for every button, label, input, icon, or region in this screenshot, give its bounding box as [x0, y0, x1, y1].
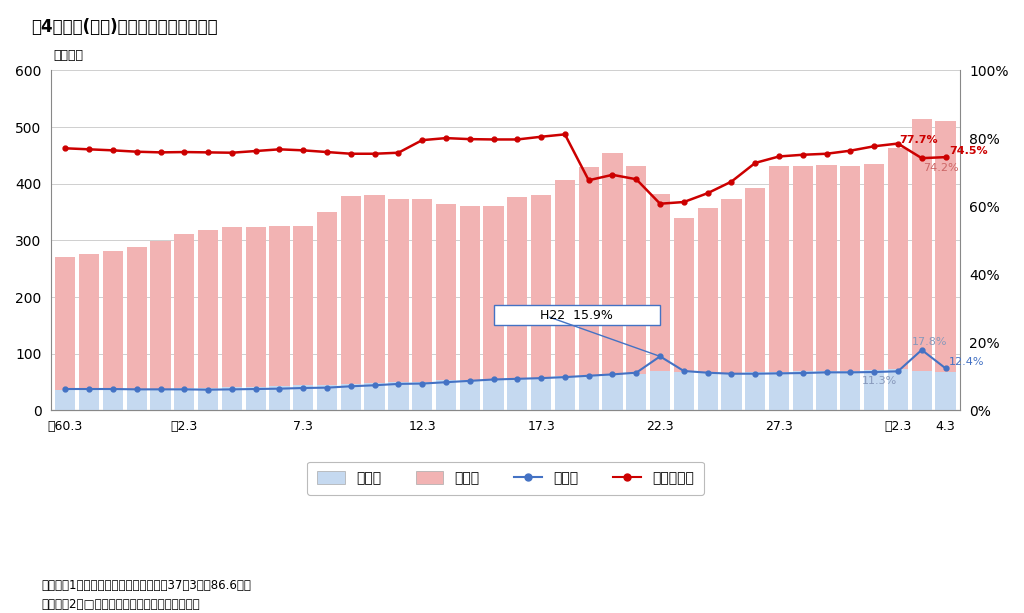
Bar — [888, 148, 908, 411]
Bar — [793, 166, 813, 411]
Bar — [127, 389, 146, 411]
Bar — [507, 197, 527, 411]
Bar — [745, 188, 765, 411]
Bar — [388, 199, 409, 411]
Bar — [555, 180, 575, 411]
Bar — [436, 381, 456, 411]
Bar — [174, 388, 195, 411]
Bar — [721, 199, 741, 411]
Bar — [841, 166, 860, 411]
Bar — [55, 390, 76, 411]
Bar — [935, 121, 955, 411]
Bar — [293, 386, 313, 411]
Text: 74.2%: 74.2% — [923, 163, 958, 173]
Bar — [341, 196, 360, 411]
Bar — [55, 257, 76, 411]
Bar — [174, 234, 195, 411]
Bar — [769, 372, 790, 411]
Text: 11.3%: 11.3% — [862, 376, 897, 386]
Bar — [222, 227, 242, 411]
Bar — [460, 380, 480, 411]
Bar — [674, 218, 694, 411]
Bar — [246, 387, 266, 411]
Bar — [127, 246, 146, 411]
Bar — [841, 371, 860, 411]
Text: （注）　1　就職者割合の最高値は，映37年3月の86.6％。: （注） 1 就職者割合の最高値は，映37年3月の86.6％。 — [41, 579, 251, 592]
Bar — [483, 206, 504, 411]
Text: （千人）: （千人） — [53, 49, 84, 62]
Bar — [816, 165, 837, 411]
Bar — [483, 379, 504, 411]
Text: 2　□で囲んだ年度は，最高値である。: 2 □で囲んだ年度は，最高値である。 — [41, 598, 200, 611]
Bar — [911, 371, 932, 411]
Bar — [650, 371, 670, 411]
Bar — [531, 194, 551, 411]
Bar — [769, 166, 790, 411]
Bar — [79, 390, 99, 411]
Bar — [911, 118, 932, 411]
Text: 17.8%: 17.8% — [912, 337, 947, 347]
Bar — [102, 389, 123, 411]
Bar — [579, 375, 599, 411]
Bar — [864, 164, 885, 411]
Bar — [316, 385, 337, 411]
Bar — [102, 251, 123, 411]
Text: H22  15.9%: H22 15.9% — [541, 309, 613, 322]
Bar — [816, 371, 837, 411]
Bar — [412, 381, 432, 411]
Bar — [697, 373, 718, 411]
Bar — [626, 166, 646, 411]
Bar — [626, 373, 646, 411]
Bar — [507, 378, 527, 411]
Bar — [650, 194, 670, 411]
Bar — [365, 383, 385, 411]
Bar — [198, 230, 218, 411]
Bar — [602, 375, 623, 411]
Legend: 進学者, 就職者, 進学率, 就職者割合: 進学者, 就職者, 進学率, 就職者割合 — [307, 462, 703, 495]
Bar — [79, 254, 99, 411]
Bar — [222, 387, 242, 411]
Bar — [151, 389, 171, 411]
Bar — [579, 167, 599, 411]
Bar — [864, 370, 885, 411]
Bar — [341, 384, 360, 411]
Bar — [365, 194, 385, 411]
FancyBboxPatch shape — [494, 305, 660, 326]
Bar — [697, 208, 718, 411]
Bar — [793, 371, 813, 411]
Bar — [293, 226, 313, 411]
Text: 15.9: 15.9 — [541, 314, 657, 356]
Bar — [269, 386, 290, 411]
Text: 74.5%: 74.5% — [949, 146, 988, 156]
Text: 围4　大学(学部)卒業者の主な進路状況: 围4 大学(学部)卒業者の主な進路状況 — [31, 18, 217, 36]
Bar — [269, 226, 290, 411]
Bar — [460, 207, 480, 411]
Bar — [151, 241, 171, 411]
Bar — [888, 369, 908, 411]
Bar — [316, 211, 337, 411]
Bar — [721, 373, 741, 411]
Bar — [674, 372, 694, 411]
Bar — [745, 373, 765, 411]
Bar — [412, 199, 432, 411]
Bar — [555, 376, 575, 411]
Bar — [935, 372, 955, 411]
Text: 12.4%: 12.4% — [949, 357, 984, 367]
Bar — [436, 204, 456, 411]
Bar — [198, 388, 218, 411]
Text: 77.7%: 77.7% — [899, 135, 938, 145]
Bar — [246, 227, 266, 411]
Bar — [531, 378, 551, 411]
Bar — [602, 153, 623, 411]
Bar — [388, 382, 409, 411]
